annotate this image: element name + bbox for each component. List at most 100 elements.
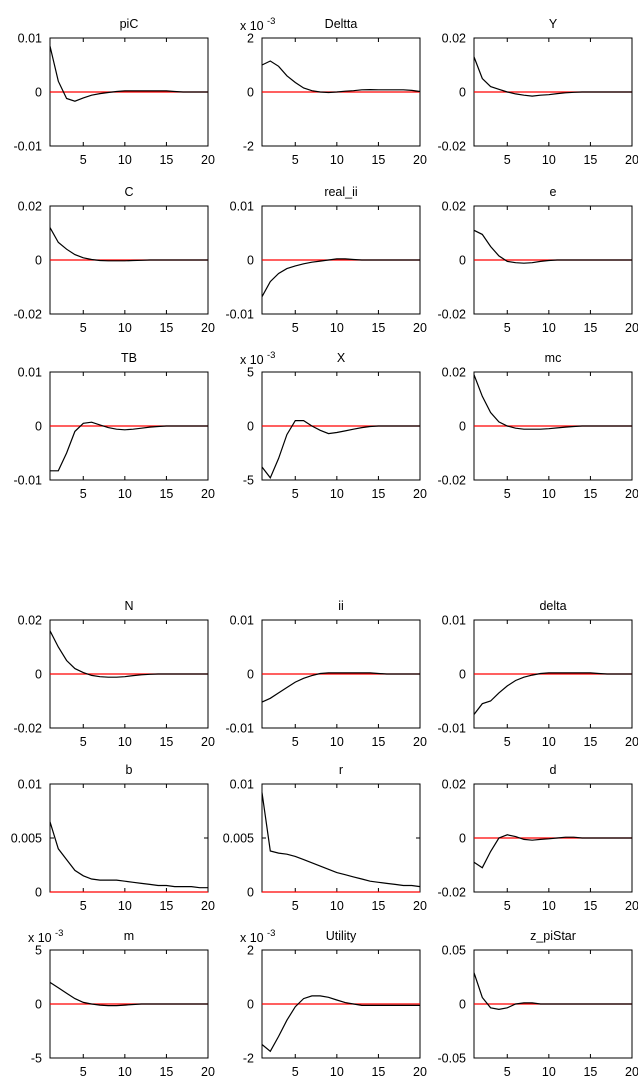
x-tick-label: 5 [504,1065,511,1079]
subplot-title: d [550,763,557,777]
x-tick-label: 5 [80,899,87,913]
y-tick-label: 0 [459,668,466,682]
subplot-e: 0.02 0 -0.02 5 10 15 20 e [438,185,638,335]
x-tick-label: 10 [330,153,344,167]
x-tick-label: 10 [118,735,132,749]
x-tick-label: 15 [583,321,597,335]
y-tick-label: 2 [247,944,254,958]
x-tick-label: 5 [504,321,511,335]
x-tick-label: 10 [330,1065,344,1079]
y-tick-label: 0 [247,668,254,682]
y-tick-label: 0.01 [230,778,254,792]
x-tick-label: 15 [583,899,597,913]
y-tick-label: 0.02 [442,32,466,46]
series-line [473,972,632,1011]
y-tick-label: 0 [35,254,42,268]
y-tick-label: 5 [247,366,254,380]
x-tick-label: 10 [118,321,132,335]
y-tick-label: -0.01 [226,308,255,322]
y-tick-label: 0 [247,998,254,1012]
y-tick-label: -0.02 [14,308,43,322]
y-tick-label: 0.005 [223,832,254,846]
y-tick-label: 0.01 [18,366,42,380]
axes-box [49,783,209,893]
x-tick-label: 5 [292,487,299,501]
y-tick-label: 0.01 [442,614,466,628]
x-tick-label: 20 [201,487,215,501]
series-line [473,672,632,715]
subplot-title: piC [120,17,139,31]
x-tick-label: 5 [80,487,87,501]
x-tick-label: 5 [504,735,511,749]
x-tick-label: 10 [118,899,132,913]
axis-multiplier-exponent: -3 [267,16,275,27]
x-tick-label: 15 [583,1065,597,1079]
y-tick-label: 0.02 [18,200,42,214]
axis-multiplier: x 10 [240,19,264,33]
subplot-title: X [337,351,346,365]
y-tick-label: -0.02 [438,886,467,900]
series-line [261,60,421,94]
subplot-d: 0.02 0 -0.02 5 10 15 20 d [438,763,638,913]
series-line [261,258,420,297]
x-tick-label: 15 [371,487,385,501]
x-tick-label: 5 [292,735,299,749]
y-tick-label: 0 [247,886,254,900]
subplot-title: Utility [326,929,357,943]
x-tick-label: 15 [583,735,597,749]
y-tick-label: -0.02 [438,474,467,488]
subplot-real-ii: 0.01 0 -0.01 5 10 15 20 real_ii [226,185,427,335]
x-tick-label: 15 [371,899,385,913]
x-tick-label: 10 [542,735,556,749]
axis-multiplier: x 10 [240,931,264,945]
series-line [473,56,632,97]
y-tick-label: 0.01 [230,614,254,628]
x-tick-label: 5 [504,487,511,501]
y-tick-label: 0 [247,420,254,434]
subplot-title: mc [545,351,562,365]
axis-multiplier: x 10 [240,353,264,367]
y-tick-label: -5 [243,474,254,488]
x-tick-label: 20 [413,1065,427,1079]
y-tick-label: 0.02 [18,614,42,628]
y-tick-label: 0 [35,668,42,682]
y-tick-label: -0.05 [438,1052,467,1066]
subplot-title: z_piStar [530,929,576,943]
x-tick-label: 5 [80,153,87,167]
subplot-z-pistar: 0.05 0 -0.05 5 10 15 20 z_piStar [438,929,638,1079]
subplot-r: 0.01 0.005 0 5 10 15 20 r [223,763,427,913]
subplot-b: 0.01 0.005 0 5 10 15 20 b [11,763,215,913]
y-tick-label: 0 [459,86,466,100]
series-line [49,981,208,1007]
y-tick-label: 0 [459,420,466,434]
y-tick-label: 2 [247,32,254,46]
subplot-title: e [550,185,557,199]
x-tick-label: 20 [413,487,427,501]
x-tick-label: 10 [330,899,344,913]
x-tick-label: 20 [625,735,638,749]
series-line [261,672,420,703]
y-tick-label: 0 [459,254,466,268]
subplot-title: Y [549,17,558,31]
axis-multiplier-exponent: -3 [55,928,63,939]
x-tick-label: 10 [118,1065,132,1079]
subplot-title: ii [338,599,344,613]
axis-multiplier-exponent: -3 [267,928,275,939]
y-tick-label: 0 [247,86,254,100]
subplot-m: 5 0 -5 5 10 15 20 m x 10 -3 [28,928,215,1079]
x-tick-label: 20 [201,735,215,749]
series-line [473,229,632,264]
y-tick-label: -5 [31,1052,42,1066]
x-tick-label: 20 [625,1065,638,1079]
y-tick-label: -2 [243,1052,254,1066]
y-tick-label: 0 [35,998,42,1012]
x-tick-label: 5 [292,899,299,913]
y-tick-label: 0 [35,420,42,434]
subplot-y: 0.02 0 -0.02 5 10 15 20 Y [438,17,638,167]
x-tick-label: 15 [159,321,173,335]
y-tick-label: 0.02 [442,778,466,792]
x-tick-label: 5 [80,321,87,335]
subplot-ii: 0.01 0 -0.01 5 10 15 20 ii [226,599,427,749]
x-tick-label: 5 [80,735,87,749]
